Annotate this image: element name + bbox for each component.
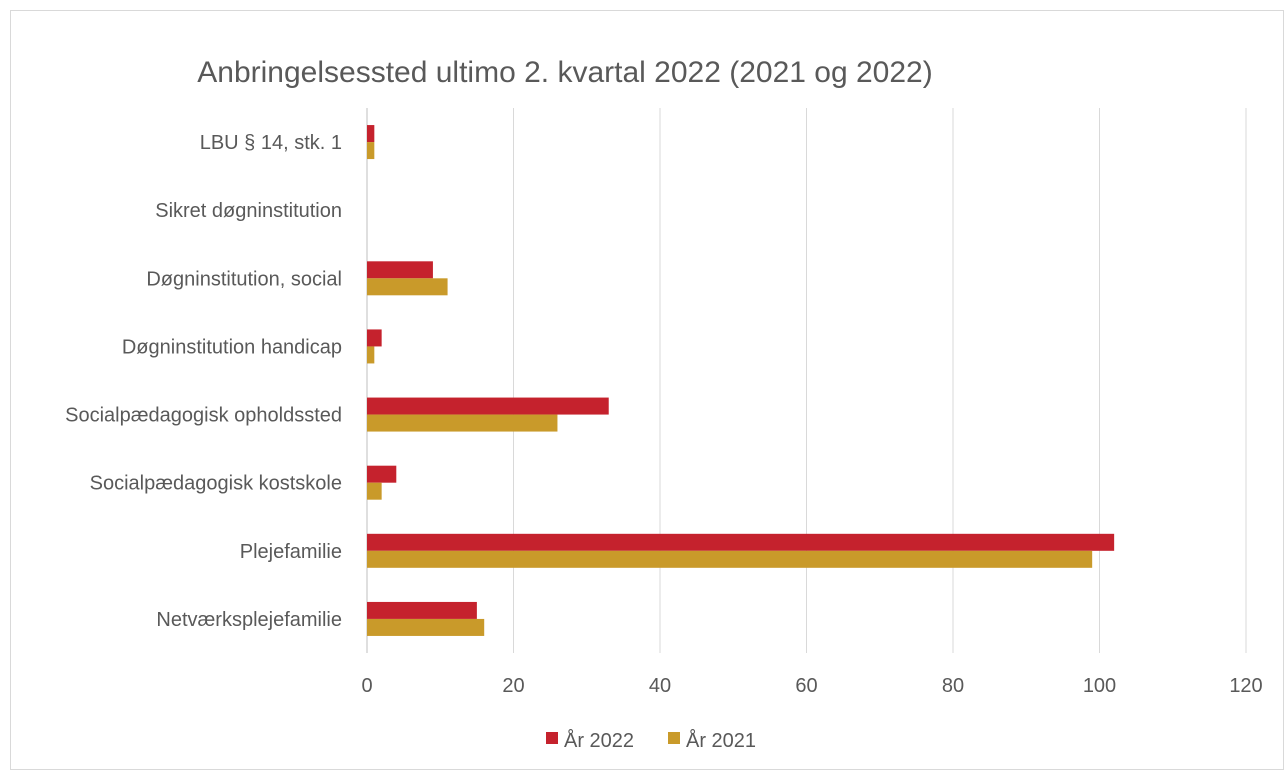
category-label: Socialpædagogisk kostskole xyxy=(90,473,342,495)
category-label: Sikret døgninstitution xyxy=(155,200,342,222)
bar-series-1 xyxy=(367,125,375,143)
x-tick-label: 40 xyxy=(649,675,671,697)
bar-series-1 xyxy=(367,397,609,415)
bar-series-2 xyxy=(367,142,375,160)
x-tick-label: 60 xyxy=(795,675,817,697)
legend-swatch xyxy=(546,732,558,744)
gridlines xyxy=(366,108,1247,653)
x-tick-label: 120 xyxy=(1229,675,1262,697)
x-tick-label: 80 xyxy=(942,675,964,697)
x-axis-ticks: 0 20 40 60 80 100 120 xyxy=(361,675,1262,697)
bar-series-1 xyxy=(367,601,477,619)
legend-label: År 2021 xyxy=(686,729,756,752)
chart-title: Anbringelsessted ultimo 2. kvartal 2022 … xyxy=(197,56,932,89)
bar-series-1 xyxy=(367,261,433,279)
bar-series-2 xyxy=(367,482,382,500)
category-labels: LBU § 14, stk. 1 Sikret døgninstitution Dø… xyxy=(65,132,342,631)
category-label: Døgninstitution, social xyxy=(146,268,342,290)
category-label: LBU § 14, stk. 1 xyxy=(200,132,342,154)
bars xyxy=(367,125,1115,636)
bar-series-2 xyxy=(367,346,375,364)
category-label: Socialpædagogisk opholdssted xyxy=(65,405,342,427)
category-label: Netværksplejefamilie xyxy=(156,609,342,631)
bar-series-2 xyxy=(367,278,448,296)
bar-series-2 xyxy=(367,414,558,432)
bar-series-1 xyxy=(367,329,382,347)
bar-series-2 xyxy=(367,550,1093,568)
x-tick-label: 20 xyxy=(502,675,524,697)
legend-swatch xyxy=(668,732,680,744)
legend: År 2022 År 2021 xyxy=(546,729,756,752)
bar-series-1 xyxy=(367,533,1115,551)
category-label: Døgninstitution handicap xyxy=(122,336,342,358)
x-tick-label: 100 xyxy=(1083,675,1116,697)
chart-frame xyxy=(10,10,1284,770)
category-label: Plejefamilie xyxy=(240,541,342,563)
x-tick-label: 0 xyxy=(361,675,372,697)
legend-label: År 2022 xyxy=(564,729,634,752)
bar-series-2 xyxy=(367,618,485,636)
bar-series-1 xyxy=(367,465,397,483)
